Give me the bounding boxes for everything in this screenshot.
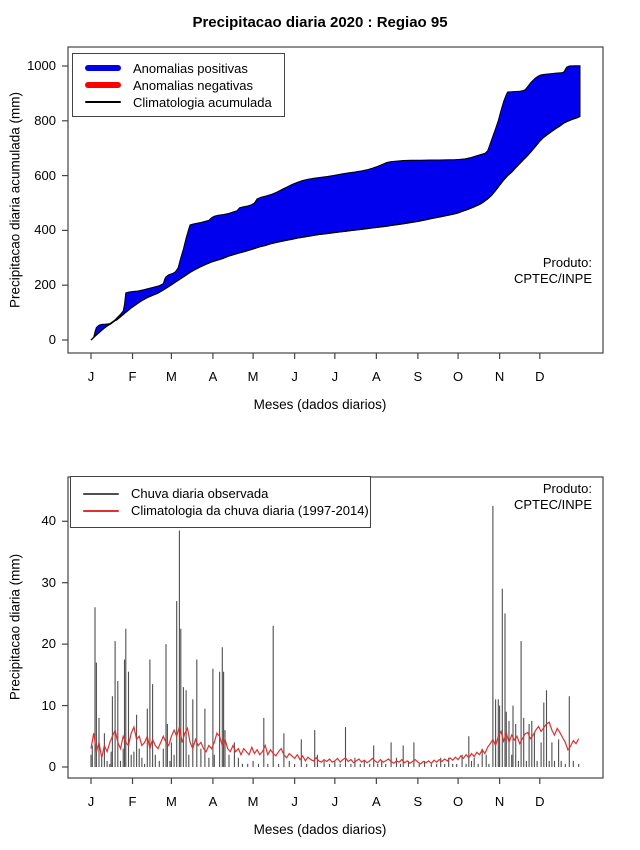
x-tick-label: J [291,794,298,809]
y-tick-label: 200 [34,277,56,293]
legend-item: Climatologia acumulada [73,94,284,111]
bottom-legend: Chuva diaria observada Climatologia da ch… [70,476,371,528]
x-tick-label: M [165,794,177,809]
top-produto-annotation: Produto: CPTEC/INPE [514,255,592,287]
top-legend: Anomalias positivas Anomalias negativas Cl… [72,53,285,117]
x-tick-label: A [208,794,218,809]
y-tick-label: 0 [48,759,56,774]
x-tick-label: J [331,369,339,384]
produto-line2: CPTEC/INPE [513,271,592,286]
x-tick-label: M [247,369,259,384]
produto-line2: CPTEC/INPE [513,497,592,512]
y-tick-label: 40 [41,513,56,529]
bottom-x-axis-title: Meses (dados diarios) [253,822,387,837]
chart-title: Precipitacao diaria 2020 : Regiao 95 [192,14,448,31]
legend-line-sample [85,82,121,88]
plot-border [67,46,604,354]
top-chart [62,46,604,359]
y-tick-label: 600 [34,167,56,183]
y-tick-label: 30 [41,574,56,590]
produto-line1: Produto: [542,481,592,496]
legend-line-sample [85,101,121,103]
y-tick-label: 10 [41,697,56,713]
x-tick-label: O [453,369,464,384]
produto-line1: Produto: [542,255,592,270]
top-x-axis-title: Meses (dados diarios) [253,397,387,412]
x-tick-label: F [128,369,137,384]
x-tick-label: M [247,794,259,809]
legend-item-label: Climatologia da chuva diaria (1997-2014) [131,503,369,518]
x-tick-label: N [494,794,505,809]
legend-item-label: Anomalias positivas [133,60,248,76]
x-tick-label: O [453,794,464,809]
legend-line-sample [83,509,119,512]
x-tick-label: A [372,794,381,809]
y-tick-label: 800 [34,112,56,128]
y-tick-label: 20 [41,636,56,652]
legend-line-sample [85,65,121,71]
x-tick-label: D [535,369,545,384]
x-tick-label: J [87,369,95,384]
y-tick-label: 1000 [27,58,56,73]
daily-rain-bars [90,505,580,767]
y-tick-label: 400 [34,222,56,238]
x-tick-label: D [535,794,545,809]
x-tick-label: A [372,369,381,384]
daily-climatology-line [90,721,580,765]
x-tick-label: F [128,794,137,809]
legend-line-sample [83,492,119,495]
x-tick-label: M [165,369,177,384]
legend-item-label: Chuva diaria observada [131,486,269,501]
x-tick-label: J [87,794,95,809]
x-tick-label: N [494,369,505,384]
legend-item: Anomalias positivas [73,60,284,77]
legend-item-label: Climatologia acumulada [133,94,272,110]
x-tick-label: J [291,369,298,384]
legend-item-label: Anomalias negativas [133,77,253,93]
legend-item: Anomalias negativas [73,77,284,94]
x-tick-label: S [413,794,423,809]
legend-item: Climatologia da chuva diaria (1997-2014) [71,502,370,519]
x-tick-label: S [413,369,423,384]
y-tick-label: 0 [48,332,56,347]
legend-item: Chuva diaria observada [71,485,370,502]
x-tick-label: J [331,794,339,809]
accumulated-climatology-line [90,115,581,341]
bottom-produto-annotation: Produto: CPTEC/INPE [514,481,592,513]
x-tick-label: A [208,369,218,384]
